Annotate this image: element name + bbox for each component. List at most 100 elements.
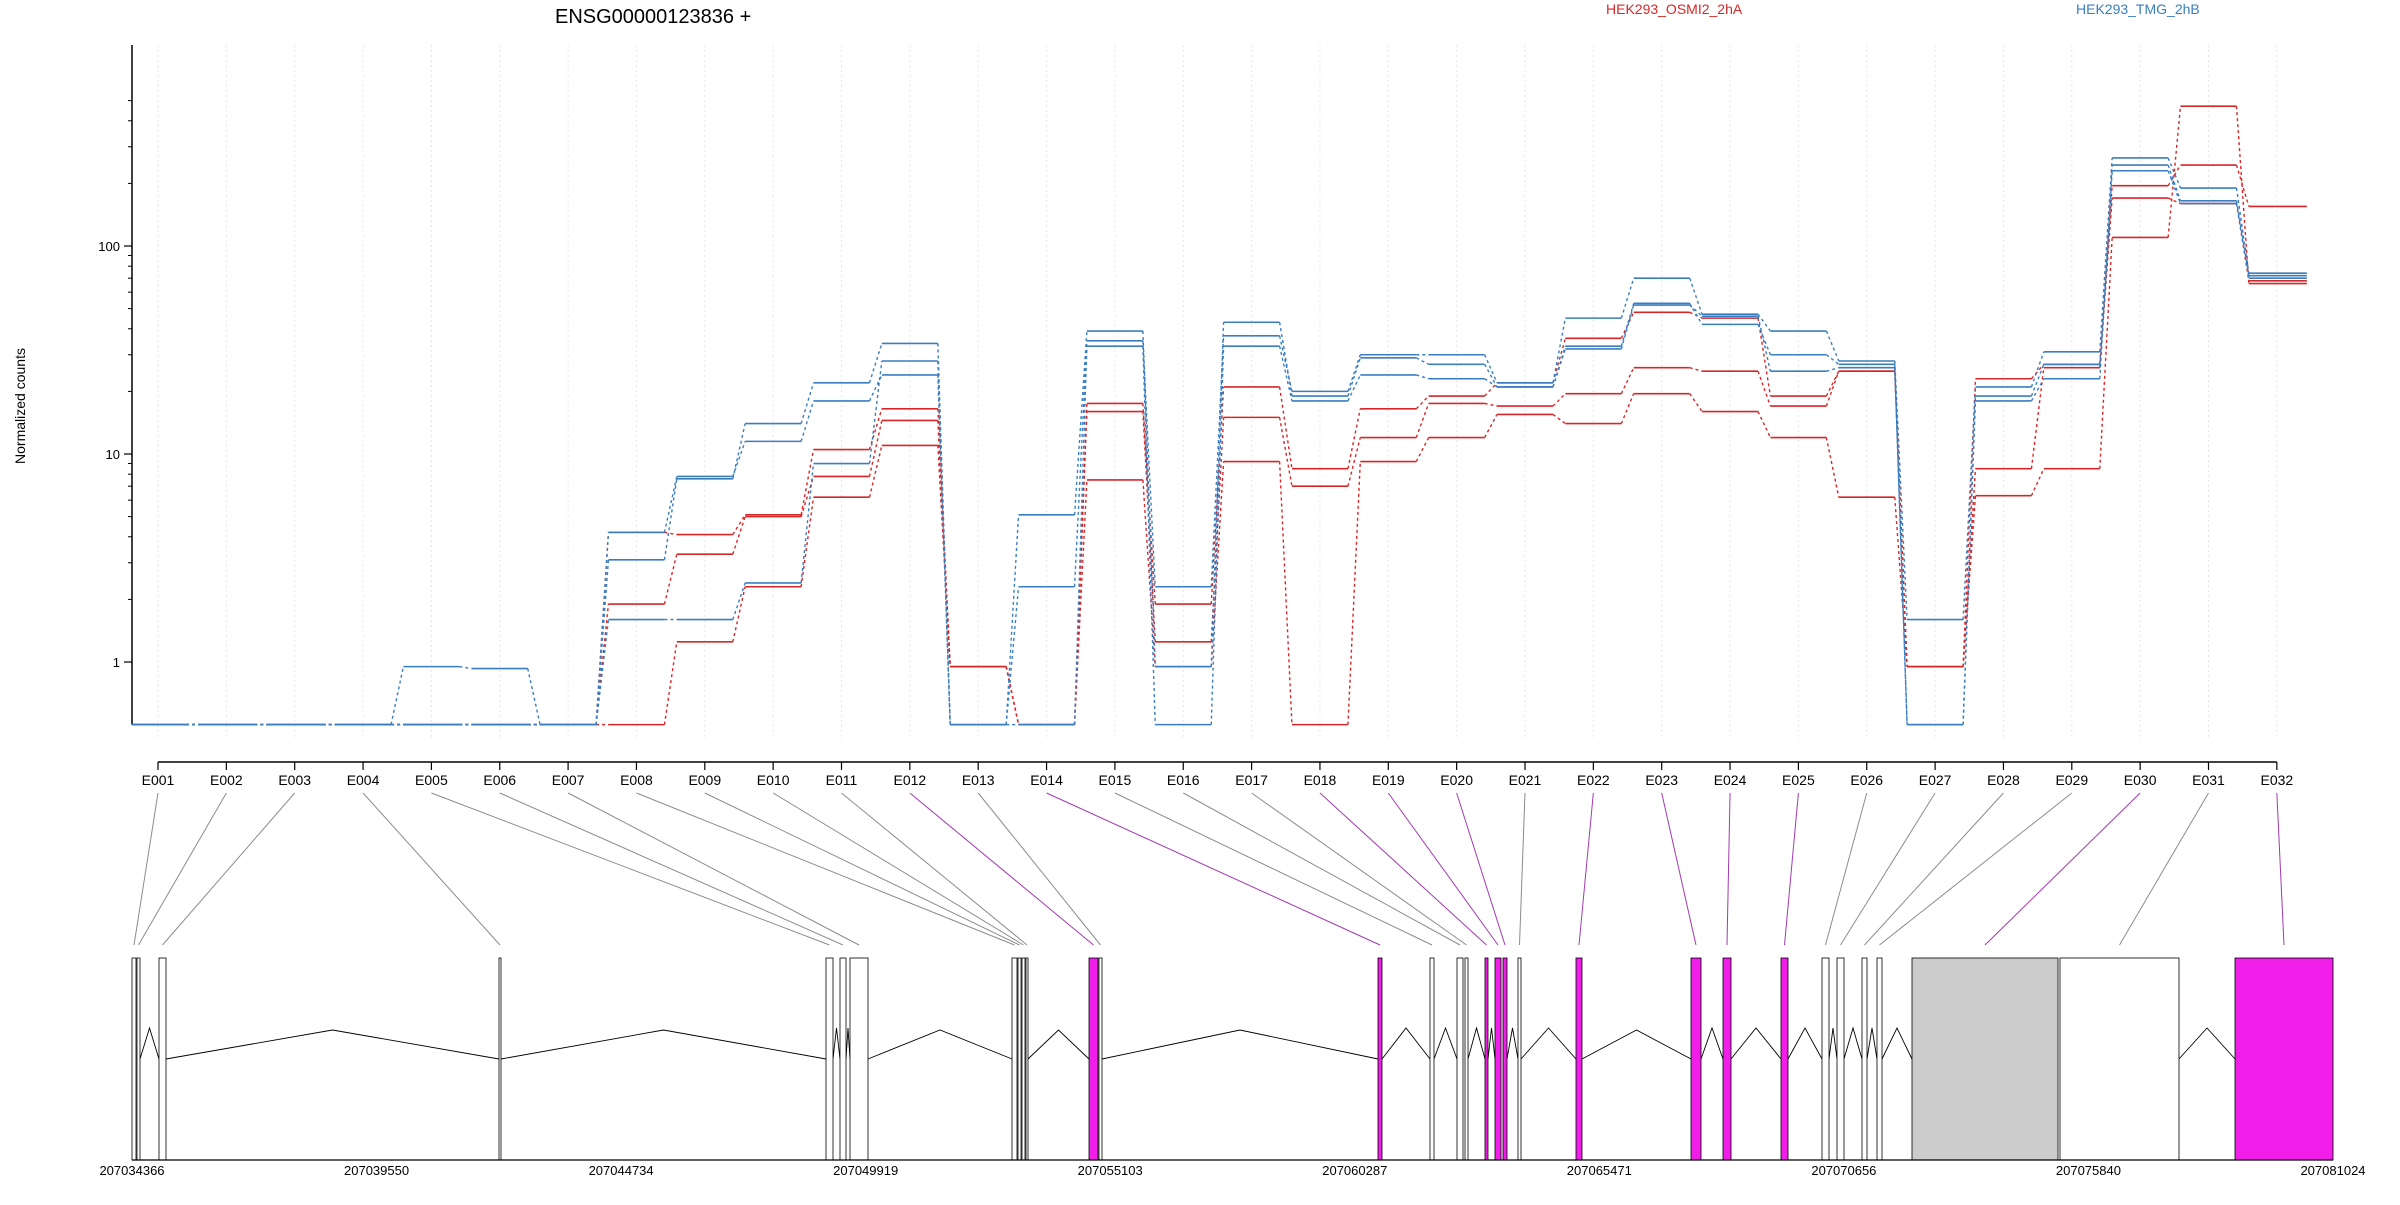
intron — [1787, 1027, 1823, 1060]
series-4-link — [1347, 354, 1361, 392]
x-tick-label-E019: E019 — [1372, 772, 1405, 788]
connector-E013 — [977, 792, 1101, 946]
genomic-coordinate-axis: 207034366 207039550 207044734 207049919 2070… — [99, 1159, 2366, 1178]
series-1-link — [1484, 382, 1498, 397]
x-tick-label-E004: E004 — [347, 772, 380, 788]
connector-E018 — [1319, 792, 1487, 946]
series-2-link — [1073, 411, 1088, 725]
series-1-link — [732, 514, 746, 535]
intron — [1881, 1026, 1913, 1060]
x-tick-label-E029: E029 — [2055, 772, 2088, 788]
x-tick-label-E008: E008 — [620, 772, 653, 788]
x-axis-ticks: E001 E002 E003 E004 E005 E006 E007 E008 E009 E010… — [142, 762, 2293, 788]
intron — [1433, 1026, 1458, 1060]
x-tick-label-E013: E013 — [962, 772, 995, 788]
connector-E012 — [909, 792, 1094, 946]
exon-box-E028 — [1861, 957, 1868, 1161]
x-tick-label-E032: E032 — [2260, 772, 2293, 788]
connector-E026 — [1825, 792, 1868, 946]
series-6-link — [1142, 346, 1156, 725]
series-6-link — [732, 582, 746, 620]
series-3-link — [1825, 437, 1840, 498]
series-5-link — [1484, 363, 1498, 388]
series-1-link — [2030, 363, 2045, 380]
series-2-link — [1278, 417, 1293, 487]
series-4-link — [663, 476, 678, 533]
series-6 — [132, 169, 2307, 726]
series-2-link — [2167, 197, 2181, 205]
series-4-link — [1689, 277, 1703, 315]
series-1-link — [1825, 370, 1840, 397]
connector-E017 — [1251, 792, 1467, 946]
connector-E010 — [772, 792, 1024, 946]
x-tick-label-E003: E003 — [278, 772, 311, 788]
intron — [1828, 1027, 1838, 1060]
series-2-link — [1689, 367, 1703, 372]
exon-box-E007 — [849, 957, 869, 1161]
series-5-link — [732, 423, 746, 479]
exon-box-E025 — [1780, 957, 1789, 1161]
coordinate-label: 207055103 — [1078, 1163, 1143, 1178]
series-3-link — [1894, 497, 1908, 667]
legend-entry-tmg: HEK293_TMG_2hB — [2076, 1, 2200, 17]
exon-connectors — [133, 792, 2285, 946]
intron — [1467, 1026, 1486, 1060]
x-tick-label-E017: E017 — [1235, 772, 1268, 788]
series-5-link — [1347, 357, 1361, 397]
series-2-link — [1347, 437, 1361, 487]
exon-box-E016 — [1456, 957, 1464, 1161]
series-4-link — [390, 666, 405, 725]
x-tick-label-E015: E015 — [1099, 772, 1132, 788]
connector-E002 — [138, 792, 227, 946]
series-6-link — [1552, 348, 1567, 388]
series-6-link — [1757, 315, 1772, 372]
series-3-link — [1278, 461, 1293, 725]
series-6-link — [1484, 378, 1498, 388]
exon-box-E003 — [158, 957, 167, 1161]
series-5-link — [595, 559, 610, 725]
x-tick-label-E021: E021 — [1509, 772, 1542, 788]
series-1-link — [800, 449, 815, 515]
series-6-link — [1416, 374, 1429, 380]
series-4-link — [1825, 330, 1840, 362]
intron — [1520, 1027, 1577, 1060]
series-4-link — [1073, 340, 1088, 587]
connector-E031 — [2119, 792, 2209, 946]
intron — [1700, 1026, 1724, 1060]
exon-box-E010 — [1021, 957, 1026, 1161]
series-2-link — [1210, 417, 1225, 642]
x-tick-label-E026: E026 — [1850, 772, 1883, 788]
exon-box-E029 — [1876, 957, 1883, 1161]
series-2-link — [1894, 371, 1908, 667]
exon-box-E032 — [2234, 957, 2334, 1161]
series-4-link — [2030, 351, 2045, 388]
series-2-link — [732, 516, 746, 555]
exon-box-E014 — [1377, 957, 1383, 1161]
series-5-link — [1620, 303, 1635, 347]
connector-E019 — [1387, 792, 1499, 946]
connector-E014 — [1046, 792, 1381, 946]
series-6-link — [1347, 374, 1361, 402]
series-3-link — [1962, 495, 1977, 667]
series-1-link — [664, 531, 677, 536]
series-5-link — [1415, 357, 1429, 365]
connector-E029 — [1879, 792, 2073, 946]
series-2-link — [663, 553, 678, 605]
exon-box-E021 — [1517, 957, 1522, 1161]
intron — [1487, 1027, 1496, 1060]
series-3-link — [1142, 479, 1156, 667]
x-tick-label-E012: E012 — [893, 772, 926, 788]
series-3-link — [663, 641, 678, 725]
exon-box-E022 — [1575, 957, 1583, 1161]
series-4-link — [1962, 386, 1977, 620]
exon-box-E005 — [825, 957, 834, 1161]
y-tick-label: 100 — [98, 239, 120, 254]
coordinate-label: 207044734 — [589, 1163, 654, 1178]
series-1-link — [1278, 386, 1293, 469]
series-6-link — [2030, 378, 2045, 402]
series-1-link — [2235, 164, 2250, 207]
series-1 — [132, 164, 2307, 726]
series-3-link — [1484, 414, 1498, 438]
chart-title: ENSG00000123836 + — [555, 6, 751, 28]
series-2-link — [2030, 367, 2045, 469]
